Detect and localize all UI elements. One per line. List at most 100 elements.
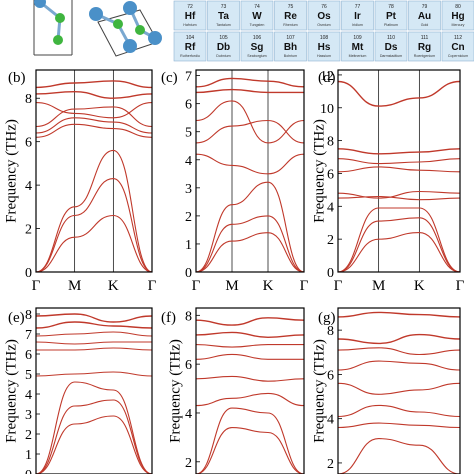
element-name: Mercury bbox=[452, 23, 465, 27]
element-symbol: Db bbox=[217, 42, 230, 53]
element-symbol: Rg bbox=[418, 42, 431, 53]
y-tick-label: 2 bbox=[25, 223, 32, 238]
kpoint-label: K bbox=[263, 278, 274, 294]
element-symbol: Re bbox=[284, 11, 297, 22]
y-tick-label: 7 bbox=[25, 328, 32, 343]
phonon-band bbox=[36, 341, 152, 345]
phonon-band bbox=[36, 117, 152, 134]
phonon-band bbox=[36, 214, 152, 272]
ligand-atom bbox=[135, 25, 145, 35]
phonon-band bbox=[196, 375, 304, 382]
phonon-band bbox=[338, 207, 460, 272]
element-symbol: Rf bbox=[185, 42, 196, 53]
element-name: Tantalum bbox=[216, 23, 231, 27]
y-tick-label: 5 bbox=[25, 368, 32, 383]
kpoint-label: Γ bbox=[334, 278, 343, 294]
element-name: Roentgenium bbox=[414, 54, 435, 58]
y-tick-label: 4 bbox=[327, 200, 334, 215]
element-name: Osmium bbox=[317, 23, 330, 27]
metal-atom bbox=[123, 39, 137, 53]
y-tick-label: 0 bbox=[25, 468, 32, 474]
element-name: Seaborgium bbox=[247, 54, 266, 58]
phonon-band bbox=[36, 415, 152, 474]
phonon-band bbox=[36, 123, 152, 138]
plot-frame bbox=[35, 307, 153, 474]
phonon-band bbox=[36, 371, 152, 377]
side-view-structure bbox=[33, 0, 73, 56]
phonon-band bbox=[196, 427, 304, 474]
phonon-band bbox=[196, 215, 304, 272]
metal-atom bbox=[34, 0, 46, 8]
atomic-number: 107 bbox=[286, 35, 295, 41]
element-name: Hassium bbox=[317, 54, 331, 58]
y-axis-label: Frequency (THz) bbox=[311, 119, 327, 223]
phonon-band bbox=[36, 399, 152, 474]
phonon-band bbox=[196, 392, 304, 407]
y-tick-label: 4 bbox=[185, 407, 192, 422]
kpoint-label: M bbox=[225, 278, 238, 294]
phonon-band bbox=[196, 317, 304, 326]
phonon-band bbox=[196, 353, 304, 360]
y-tick-label: 1 bbox=[25, 448, 32, 463]
element-symbol: Pt bbox=[386, 11, 397, 22]
y-tick-label: 12 bbox=[320, 69, 334, 84]
element-symbol: Hg bbox=[451, 11, 464, 22]
metal-atom bbox=[123, 1, 137, 15]
y-tick-label: 4 bbox=[185, 154, 192, 169]
phonon-band bbox=[196, 153, 304, 175]
atomic-number: 74 bbox=[254, 4, 260, 10]
y-tick-label: 6 bbox=[185, 358, 192, 373]
panel-label: (c) bbox=[161, 70, 178, 86]
element-name: Gold bbox=[421, 23, 429, 27]
phonon-band bbox=[338, 311, 460, 318]
phonon-band bbox=[36, 106, 152, 128]
phonon-band bbox=[338, 158, 460, 165]
element-symbol: Bh bbox=[284, 42, 297, 53]
phonon-band bbox=[36, 331, 152, 337]
y-tick-label: 5 bbox=[185, 126, 192, 141]
y-tick-label: 0 bbox=[327, 266, 334, 281]
y-tick-label: 6 bbox=[25, 136, 32, 151]
y-tick-label: 4 bbox=[327, 413, 334, 428]
phonon-band bbox=[338, 190, 460, 199]
element-symbol: Mt bbox=[352, 42, 364, 53]
element-name: Hafnium bbox=[183, 23, 196, 27]
band-panel: 0 1 2 3 4 5 6 7 8(e) Frequency (THz) bbox=[3, 307, 153, 474]
y-tick-label: 6 bbox=[185, 98, 192, 113]
kpoint-label: Γ bbox=[192, 278, 201, 294]
y-tick-label: 6 bbox=[25, 348, 32, 363]
atomic-number: 109 bbox=[353, 35, 362, 41]
y-tick-label: 2 bbox=[327, 233, 334, 248]
phonon-band bbox=[338, 195, 460, 201]
phonon-band bbox=[196, 232, 304, 272]
crystal-structures bbox=[33, 0, 162, 57]
element-name: Iridium bbox=[352, 23, 363, 27]
y-tick-label: 8 bbox=[25, 308, 32, 323]
y-tick-label: 1 bbox=[185, 238, 192, 253]
y-tick-label: 0 bbox=[185, 266, 192, 281]
plot-frame bbox=[35, 69, 153, 273]
phonon-band bbox=[338, 438, 460, 474]
phonon-band bbox=[36, 347, 152, 351]
element-name: Tungsten bbox=[250, 23, 265, 27]
ligand-atom bbox=[53, 35, 63, 45]
y-tick-label: 6 bbox=[327, 167, 334, 182]
y-tick-label: 3 bbox=[25, 408, 32, 423]
element-symbol: Ds bbox=[385, 42, 398, 53]
element-symbol: Ta bbox=[218, 11, 229, 22]
phonon-band bbox=[338, 166, 460, 173]
element-symbol: Ir bbox=[354, 11, 361, 22]
element-name: Platinum bbox=[384, 23, 398, 27]
y-tick-label: 6 bbox=[327, 368, 334, 383]
y-tick-label: 8 bbox=[185, 309, 192, 324]
ligand-atom bbox=[113, 19, 123, 29]
element-symbol: Cn bbox=[451, 42, 464, 53]
ligand-atom bbox=[55, 13, 65, 23]
